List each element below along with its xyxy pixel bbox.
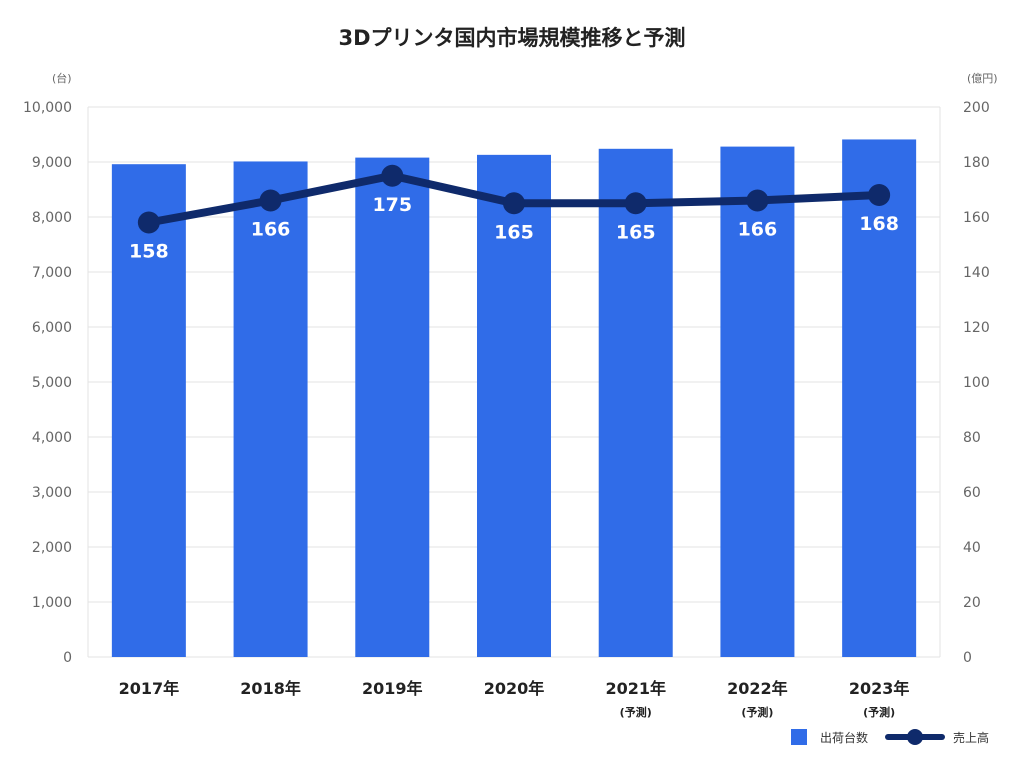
legend-bar-swatch [791, 729, 807, 745]
right-tick-label: 200 [963, 100, 990, 116]
x-tick-label: 2022年 [727, 679, 788, 698]
right-axis-unit: (億円) [967, 72, 998, 85]
left-tick-label: 1,000 [32, 595, 72, 611]
bar [355, 157, 430, 657]
x-tick-label: 2019年 [362, 679, 423, 698]
bar-series [111, 139, 917, 658]
x-tick-note: (予測) [620, 705, 652, 719]
x-axis: 2017年 2018年 2019年 2020年 2021年 (予測) 2022年 (予測) 20… [119, 679, 910, 719]
data-label: 165 [616, 221, 656, 243]
line-point [259, 189, 282, 212]
left-tick-label: 9,000 [32, 155, 72, 171]
x-tick-label: 2023年 [849, 679, 910, 698]
data-label: 166 [738, 219, 778, 241]
right-tick-label: 180 [963, 155, 990, 171]
x-tick-label: 2021年 [605, 679, 666, 698]
line-series: 158 166 175 165 165 166 168 [129, 164, 899, 263]
left-tick-label: 5,000 [32, 375, 72, 391]
bar [233, 161, 308, 657]
bar [598, 148, 673, 658]
left-axis: 0 1,000 2,000 3,000 4,000 5,000 6,000 7,000 8,00… [23, 71, 72, 666]
left-tick-label: 8,000 [32, 210, 72, 226]
x-tick-label: 2020年 [484, 679, 545, 698]
x-tick-note: (予測) [863, 705, 895, 719]
bar [842, 139, 917, 657]
left-tick-label: 3,000 [32, 485, 72, 501]
data-label: 165 [494, 221, 534, 243]
right-tick-label: 0 [963, 650, 972, 666]
chart-title: 3Dプリンタ国内市場規模推移と予測 [338, 26, 686, 50]
left-tick-label: 10,000 [23, 100, 72, 116]
left-tick-label: 6,000 [32, 320, 72, 336]
legend-line-marker [907, 729, 923, 745]
line-point [137, 211, 160, 234]
right-tick-label: 20 [963, 595, 981, 611]
right-tick-label: 40 [963, 540, 981, 556]
right-tick-label: 100 [963, 375, 990, 391]
right-tick-label: 160 [963, 210, 990, 226]
right-tick-label: 120 [963, 320, 990, 336]
line-point [503, 192, 525, 215]
left-tick-label: 4,000 [32, 430, 72, 446]
line-point [624, 192, 647, 215]
data-label: 166 [251, 219, 291, 241]
left-tick-label: 2,000 [32, 540, 72, 556]
bar [477, 154, 551, 657]
right-tick-label: 80 [963, 430, 981, 446]
x-tick-label: 2017年 [119, 679, 180, 698]
line-point [381, 164, 404, 187]
data-label: 175 [372, 194, 412, 216]
legend: 出荷台数 売上高 [791, 729, 989, 745]
left-axis-unit: (台) [52, 71, 72, 85]
bar [111, 164, 186, 657]
bar [720, 146, 795, 657]
legend-bar-label: 出荷台数 [820, 730, 868, 745]
x-tick-label: 2018年 [240, 679, 301, 698]
right-tick-label: 140 [963, 265, 990, 281]
right-axis: 0 20 40 60 80 100 120 140 160 180 200 (億円) [963, 72, 998, 666]
line-point [868, 184, 891, 206]
line-point [746, 189, 769, 212]
data-label: 168 [859, 213, 899, 235]
x-tick-note: (予測) [741, 705, 773, 719]
data-label: 158 [129, 241, 169, 263]
left-tick-label: 0 [63, 650, 72, 666]
right-tick-label: 60 [963, 485, 981, 501]
legend-line-label: 売上高 [953, 730, 989, 745]
left-tick-label: 7,000 [32, 265, 72, 281]
